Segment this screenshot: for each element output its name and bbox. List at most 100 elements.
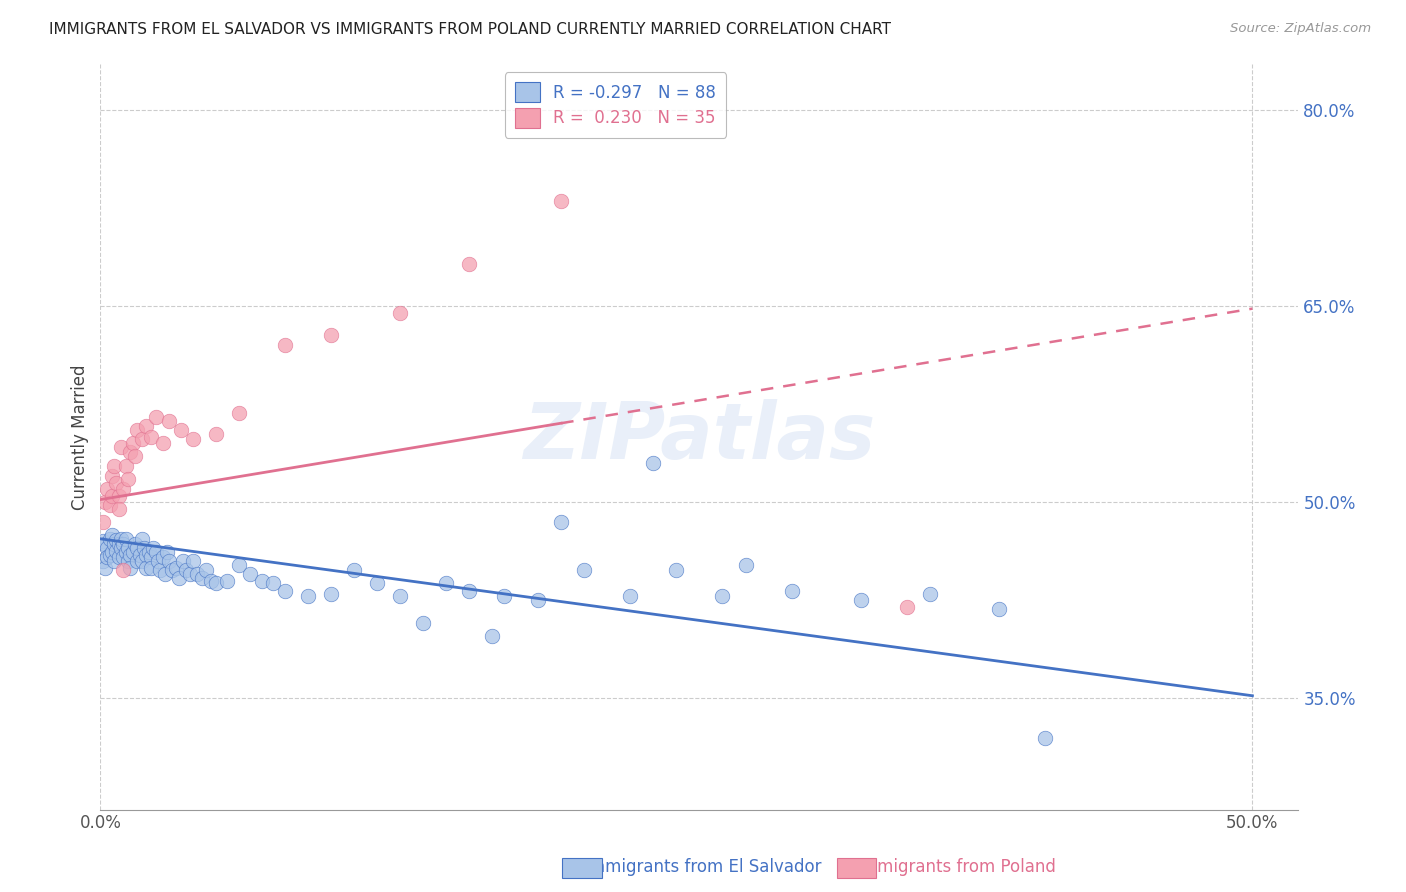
Point xyxy=(146,554,169,568)
Point xyxy=(195,563,218,577)
Point xyxy=(780,584,803,599)
Point xyxy=(120,560,142,574)
Point xyxy=(643,456,665,470)
Point xyxy=(262,576,284,591)
Point xyxy=(96,550,118,565)
Text: IMMIGRANTS FROM EL SALVADOR VS IMMIGRANTS FROM POLAND CURRENTLY MARRIED CORRELAT: IMMIGRANTS FROM EL SALVADOR VS IMMIGRANT… xyxy=(49,22,891,37)
Point xyxy=(120,548,142,562)
Point xyxy=(550,515,572,529)
Text: Immigrants from El Salvador: Immigrants from El Salvador xyxy=(585,858,821,876)
Point xyxy=(94,537,117,551)
Text: ZIPatlas: ZIPatlas xyxy=(523,399,876,475)
Point xyxy=(94,560,117,574)
Point xyxy=(343,563,366,577)
Point xyxy=(117,554,139,568)
Point xyxy=(849,593,872,607)
Point xyxy=(103,458,125,473)
Point xyxy=(117,472,139,486)
Point xyxy=(711,590,734,604)
Point xyxy=(107,489,129,503)
Point xyxy=(492,590,515,604)
Point xyxy=(987,602,1010,616)
Legend: R = -0.297   N = 88, R =  0.230   N = 35: R = -0.297 N = 88, R = 0.230 N = 35 xyxy=(505,72,725,137)
Point xyxy=(98,548,121,562)
Point xyxy=(574,563,596,577)
Point xyxy=(186,567,208,582)
Point xyxy=(165,560,187,574)
Point xyxy=(388,305,411,319)
Point xyxy=(135,419,157,434)
Point xyxy=(107,501,129,516)
Point xyxy=(135,560,157,574)
Point xyxy=(121,436,143,450)
Point xyxy=(156,545,179,559)
Point xyxy=(153,567,176,582)
Point xyxy=(139,560,162,574)
Point xyxy=(124,537,146,551)
Point xyxy=(121,545,143,559)
Point xyxy=(204,576,226,591)
Point xyxy=(239,567,262,582)
Point xyxy=(159,554,181,568)
Point xyxy=(105,475,128,490)
Point xyxy=(105,543,128,558)
Point xyxy=(110,532,132,546)
Point xyxy=(228,558,250,572)
Point xyxy=(170,423,193,437)
Point xyxy=(1033,731,1056,745)
Point xyxy=(160,563,183,577)
Point xyxy=(138,545,160,559)
Point xyxy=(619,590,641,604)
Point xyxy=(273,584,295,599)
Point xyxy=(174,563,197,577)
Point xyxy=(145,545,167,559)
Point xyxy=(124,450,146,464)
Point xyxy=(98,532,121,546)
Point xyxy=(896,599,918,614)
Point xyxy=(204,427,226,442)
Point xyxy=(91,554,114,568)
Point xyxy=(101,469,124,483)
Point xyxy=(550,194,572,209)
Text: Immigrants from Poland: Immigrants from Poland xyxy=(856,858,1056,876)
Point xyxy=(94,495,117,509)
Point xyxy=(665,563,688,577)
Point xyxy=(139,430,162,444)
Point xyxy=(103,537,125,551)
Point xyxy=(114,545,136,559)
Point xyxy=(297,590,319,604)
Point xyxy=(142,541,165,555)
Point xyxy=(131,433,153,447)
Point xyxy=(273,338,295,352)
Point xyxy=(159,414,181,428)
Point xyxy=(110,440,132,454)
Point xyxy=(110,541,132,555)
Point xyxy=(112,550,135,565)
Point xyxy=(91,515,114,529)
Point xyxy=(172,554,194,568)
Point xyxy=(200,574,222,588)
Point xyxy=(131,532,153,546)
Point xyxy=(96,541,118,555)
Y-axis label: Currently Married: Currently Married xyxy=(72,364,89,509)
Point xyxy=(228,406,250,420)
Point xyxy=(366,576,388,591)
Point xyxy=(458,584,481,599)
Point xyxy=(112,537,135,551)
Point xyxy=(145,410,167,425)
Point xyxy=(112,482,135,496)
Text: Source: ZipAtlas.com: Source: ZipAtlas.com xyxy=(1230,22,1371,36)
Point xyxy=(127,554,149,568)
Point xyxy=(135,548,157,562)
Point xyxy=(217,574,239,588)
Point xyxy=(319,587,342,601)
Point xyxy=(734,558,756,572)
Point xyxy=(131,554,153,568)
Point xyxy=(101,489,124,503)
Point xyxy=(139,550,162,565)
Point xyxy=(127,541,149,555)
Point xyxy=(458,257,481,271)
Point xyxy=(181,554,204,568)
Point xyxy=(388,590,411,604)
Point xyxy=(128,548,150,562)
